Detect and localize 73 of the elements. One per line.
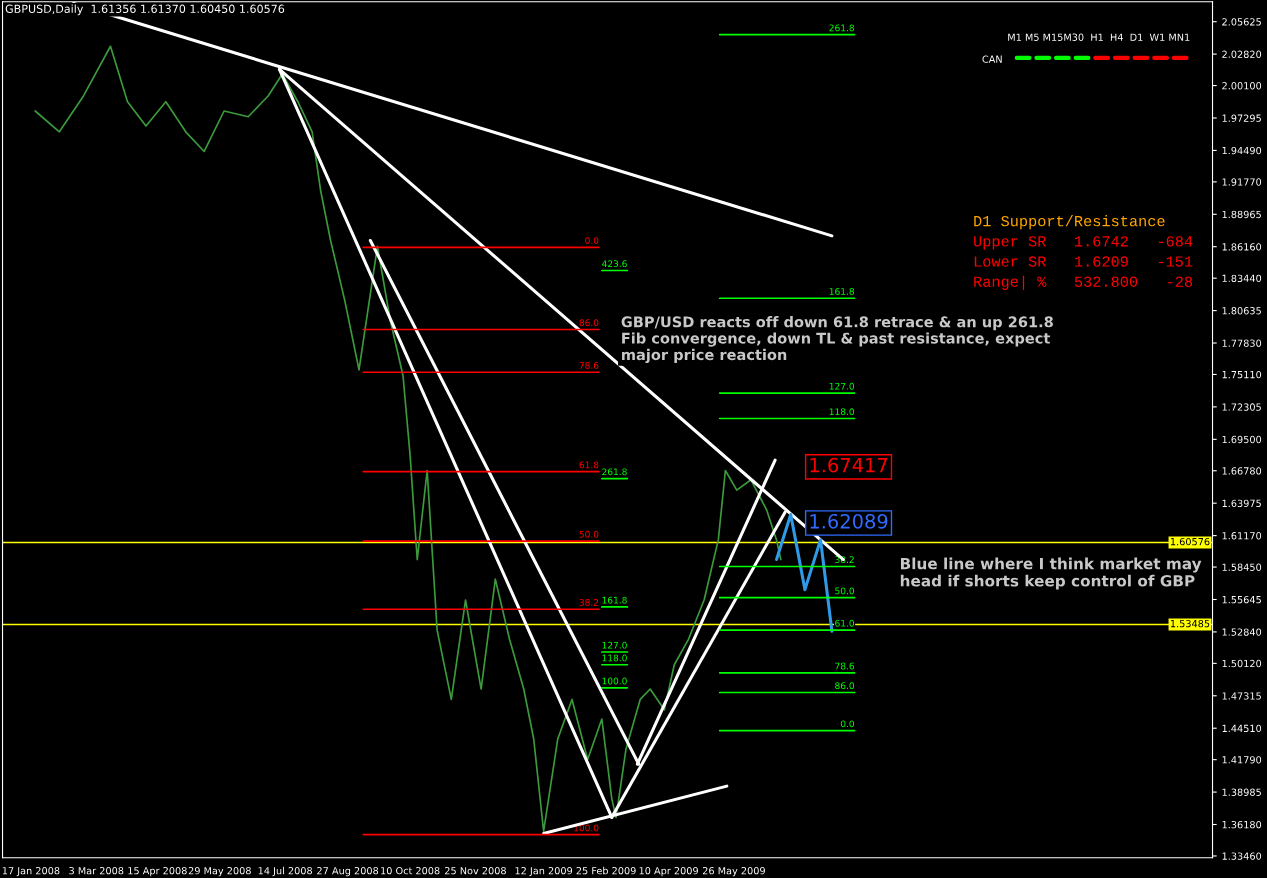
- series-label: 78.6: [835, 662, 855, 670]
- annotation: Lower SR 1.6209 -151: [974, 256, 1193, 267]
- series-label: 50.0: [835, 587, 855, 595]
- annotation: GBP/USD reacts off down 61.8 retrace & an up 261.8 Fib convergence, down TL & past resistance, expect major price reaction: [621, 316, 1053, 364]
- series-label: 100.0: [602, 677, 627, 685]
- y-tick-label: 2.02820: [1222, 50, 1262, 58]
- series-label: 0.0: [585, 237, 599, 244]
- series-label: 127.0: [829, 382, 855, 390]
- annotation: M1 M5 M15M30 H1 H4 D1 W1 MN1: [1008, 33, 1190, 41]
- annotation: Range| % 532.800 -28: [974, 275, 1193, 290]
- y-tick-label: 1.52840: [1222, 628, 1262, 636]
- y-tick-label: 1.66780: [1222, 467, 1262, 475]
- series-label: 50.0: [579, 530, 599, 538]
- series-label: 0.0: [840, 720, 855, 728]
- series-label: 161.8: [602, 596, 627, 604]
- annotation: 1.67417: [810, 457, 888, 473]
- y-tick-label: 2.00100: [1222, 82, 1262, 90]
- annotation: Blue line where I think market may head if shorts keep control of GBP: [900, 557, 1202, 590]
- y-tick-label: 1.38985: [1222, 788, 1261, 796]
- series-label: 118.0: [602, 654, 627, 662]
- annotation: Upper SR 1.6742 -684: [974, 236, 1193, 250]
- series-label: 61.8: [579, 461, 599, 469]
- x-tick-label: 29 May 2008: [188, 867, 251, 877]
- series-label: 78.6: [579, 362, 599, 369]
- ref-line-label: 1.53485: [1170, 619, 1210, 628]
- x-tick-label: 26 May 2009: [702, 867, 765, 877]
- x-tick-label: 15 Apr 2008: [128, 867, 187, 877]
- y-tick-label: 1.55645: [1222, 595, 1261, 604]
- x-tick-label: 10 Oct 2008: [381, 867, 440, 875]
- y-tick-label: 1.61170: [1222, 532, 1262, 540]
- y-tick-label: 1.50120: [1222, 659, 1262, 668]
- y-tick-label: 1.86160: [1222, 243, 1262, 251]
- y-tick-label: 1.44510: [1222, 724, 1262, 733]
- series-label: 261.8: [829, 24, 855, 32]
- y-tick-label: 1.63975: [1222, 499, 1261, 508]
- series-label: 261.8: [602, 468, 627, 476]
- x-tick-label: 27 Aug 2008: [317, 867, 379, 877]
- y-tick-label: 1.80635: [1222, 307, 1261, 315]
- series-label: 61.0: [835, 619, 855, 627]
- y-tick-label: 1.69500: [1222, 435, 1262, 444]
- x-tick-label: 3 Mar 2008: [69, 867, 124, 875]
- y-tick-label: 1.77830: [1222, 339, 1262, 347]
- series-label: 86.0: [579, 319, 599, 327]
- series-label: 423.6: [602, 260, 627, 268]
- y-tick-label: 1.72305: [1222, 403, 1261, 411]
- y-tick-label: 1.83440: [1222, 274, 1262, 282]
- y-tick-label: 1.75110: [1222, 370, 1262, 379]
- y-tick-label: 1.47315: [1222, 692, 1261, 700]
- series-label: 127.0: [602, 641, 627, 649]
- y-tick-label: 1.41790: [1222, 756, 1262, 764]
- y-tick-label: 1.94490: [1222, 146, 1262, 155]
- y-tick-label: 2.05625: [1222, 18, 1261, 26]
- series-label: 118.0: [829, 408, 855, 416]
- x-tick-label: 10 Apr 2009: [639, 867, 698, 877]
- x-tick-label: 14 Jul 2008: [258, 866, 312, 877]
- series-label: 86.0: [835, 682, 855, 690]
- y-tick-label: 1.36180: [1222, 820, 1262, 829]
- annotation: CAN: [982, 55, 1002, 63]
- series-label: 161.8: [829, 288, 855, 295]
- x-tick-label: 17 Jan 2008: [2, 867, 60, 877]
- x-tick-label: 25 Feb 2009: [576, 866, 636, 875]
- x-tick-label: 25 Nov 2008: [445, 867, 506, 875]
- y-tick-label: 1.58450: [1222, 563, 1262, 571]
- series-label: 38.2: [579, 599, 599, 606]
- annotation: 1.62089: [810, 513, 888, 529]
- annotation: D1 Support/Resistance: [974, 215, 1165, 230]
- ref-line-label: 1.60576: [1170, 537, 1210, 546]
- y-tick-label: 1.91770: [1222, 178, 1262, 186]
- y-tick-label: 1.33460: [1222, 852, 1262, 860]
- y-tick-label: 1.88965: [1222, 210, 1261, 219]
- y-tick-label: 1.97295: [1222, 114, 1261, 122]
- chart-title: GBPUSD,Daily 1.61356 1.61370 1.60450 1.60576: [5, 4, 285, 16]
- x-tick-label: 12 Jan 2009: [515, 867, 573, 877]
